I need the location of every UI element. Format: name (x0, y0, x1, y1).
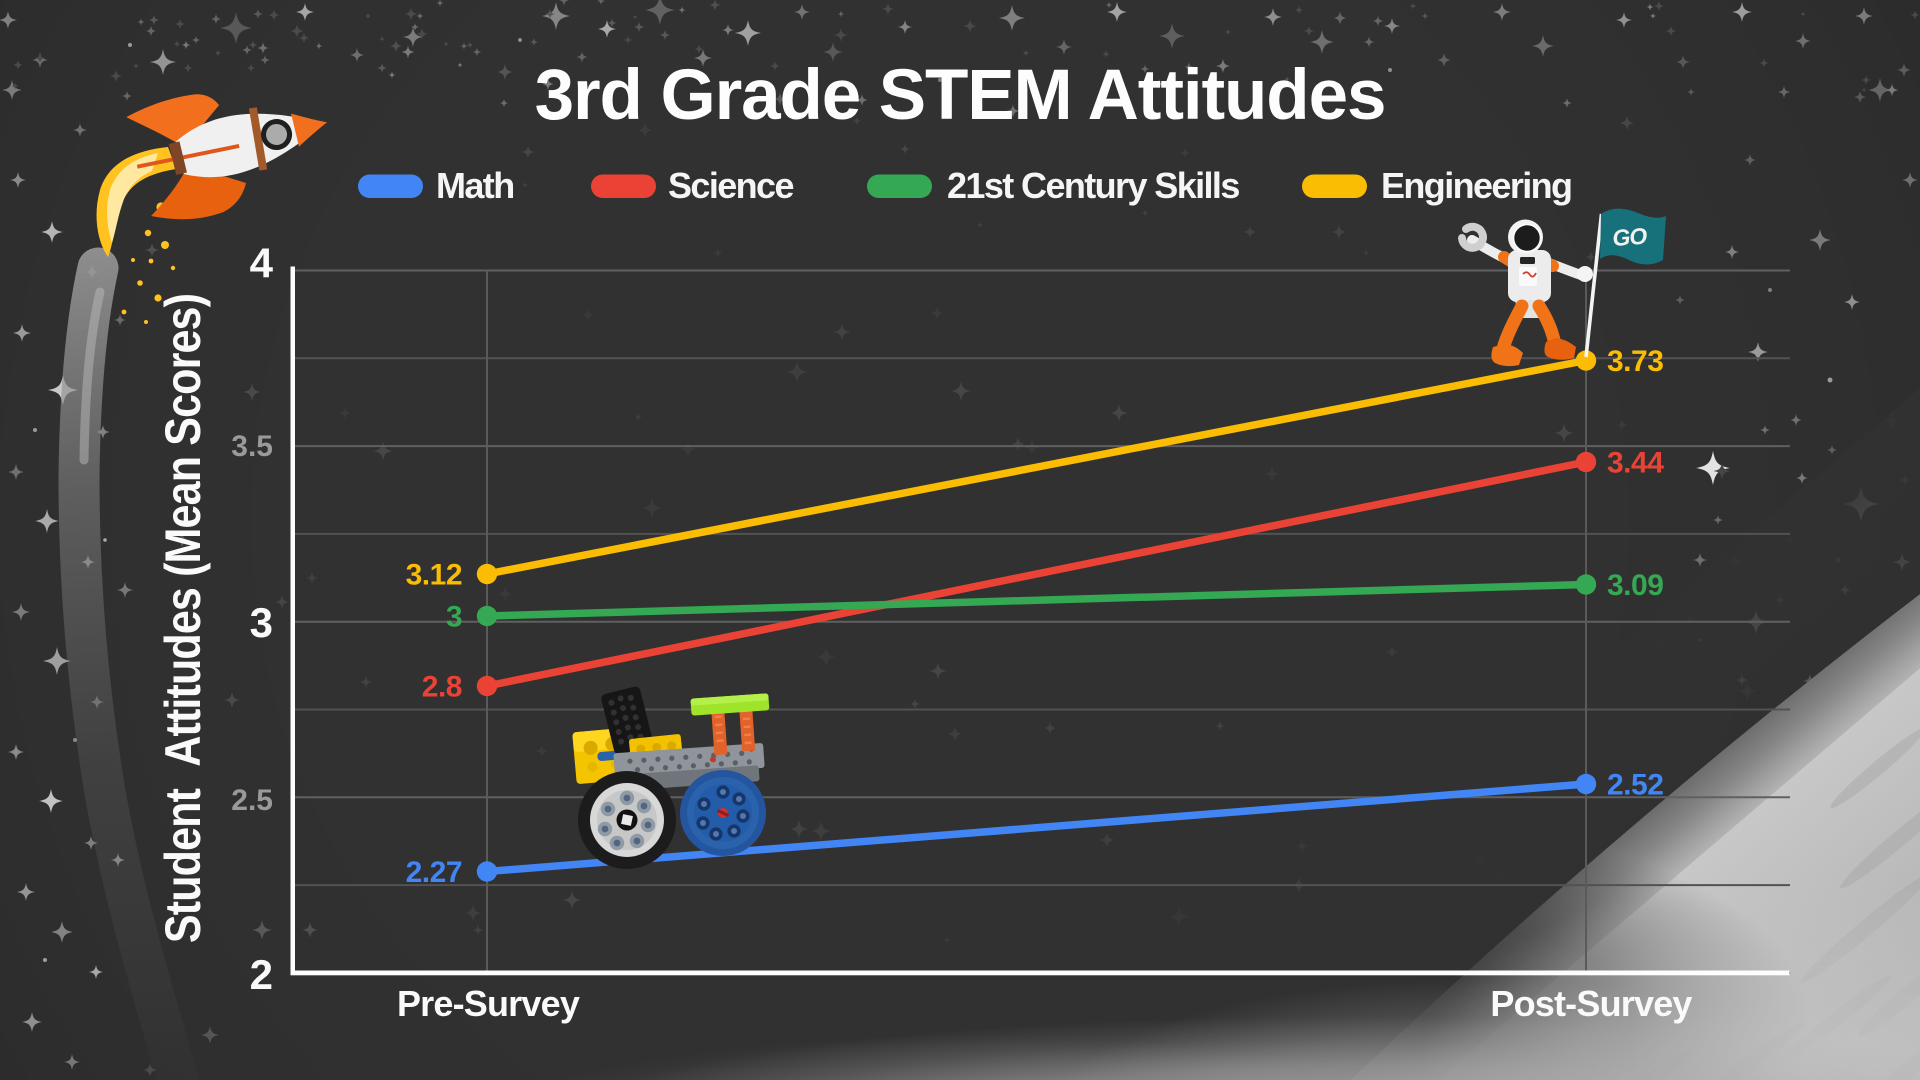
svg-text:3.09: 3.09 (1607, 569, 1663, 602)
svg-text:3: 3 (250, 599, 273, 646)
svg-text:2.5: 2.5 (231, 784, 273, 817)
svg-text:Student Attitudes (Mean Score: Student Attitudes (Mean Scores) (155, 294, 211, 943)
svg-text:2.52: 2.52 (1607, 769, 1663, 802)
svg-text:GO: GO (1612, 223, 1649, 251)
svg-text:3.44: 3.44 (1607, 447, 1664, 480)
svg-text:Post-Survey: Post-Survey (1490, 983, 1692, 1024)
svg-text:4: 4 (250, 240, 274, 287)
svg-text:3rd Grade STEM Attitudes: 3rd Grade STEM Attitudes (535, 56, 1386, 135)
svg-text:Pre-Survey: Pre-Survey (397, 983, 580, 1024)
svg-text:Math: Math (436, 165, 514, 206)
svg-text:3.12: 3.12 (406, 559, 462, 592)
svg-text:2.27: 2.27 (406, 856, 462, 889)
svg-text:2.8: 2.8 (422, 671, 462, 704)
svg-text:21st Century Skills: 21st Century Skills (947, 165, 1239, 206)
svg-text:Science: Science (668, 165, 793, 206)
svg-text:Engineering: Engineering (1381, 165, 1571, 206)
svg-text:2: 2 (250, 951, 273, 998)
svg-text:3.73: 3.73 (1607, 345, 1663, 378)
svg-text:3.5: 3.5 (231, 430, 273, 463)
svg-text:3: 3 (446, 601, 462, 634)
